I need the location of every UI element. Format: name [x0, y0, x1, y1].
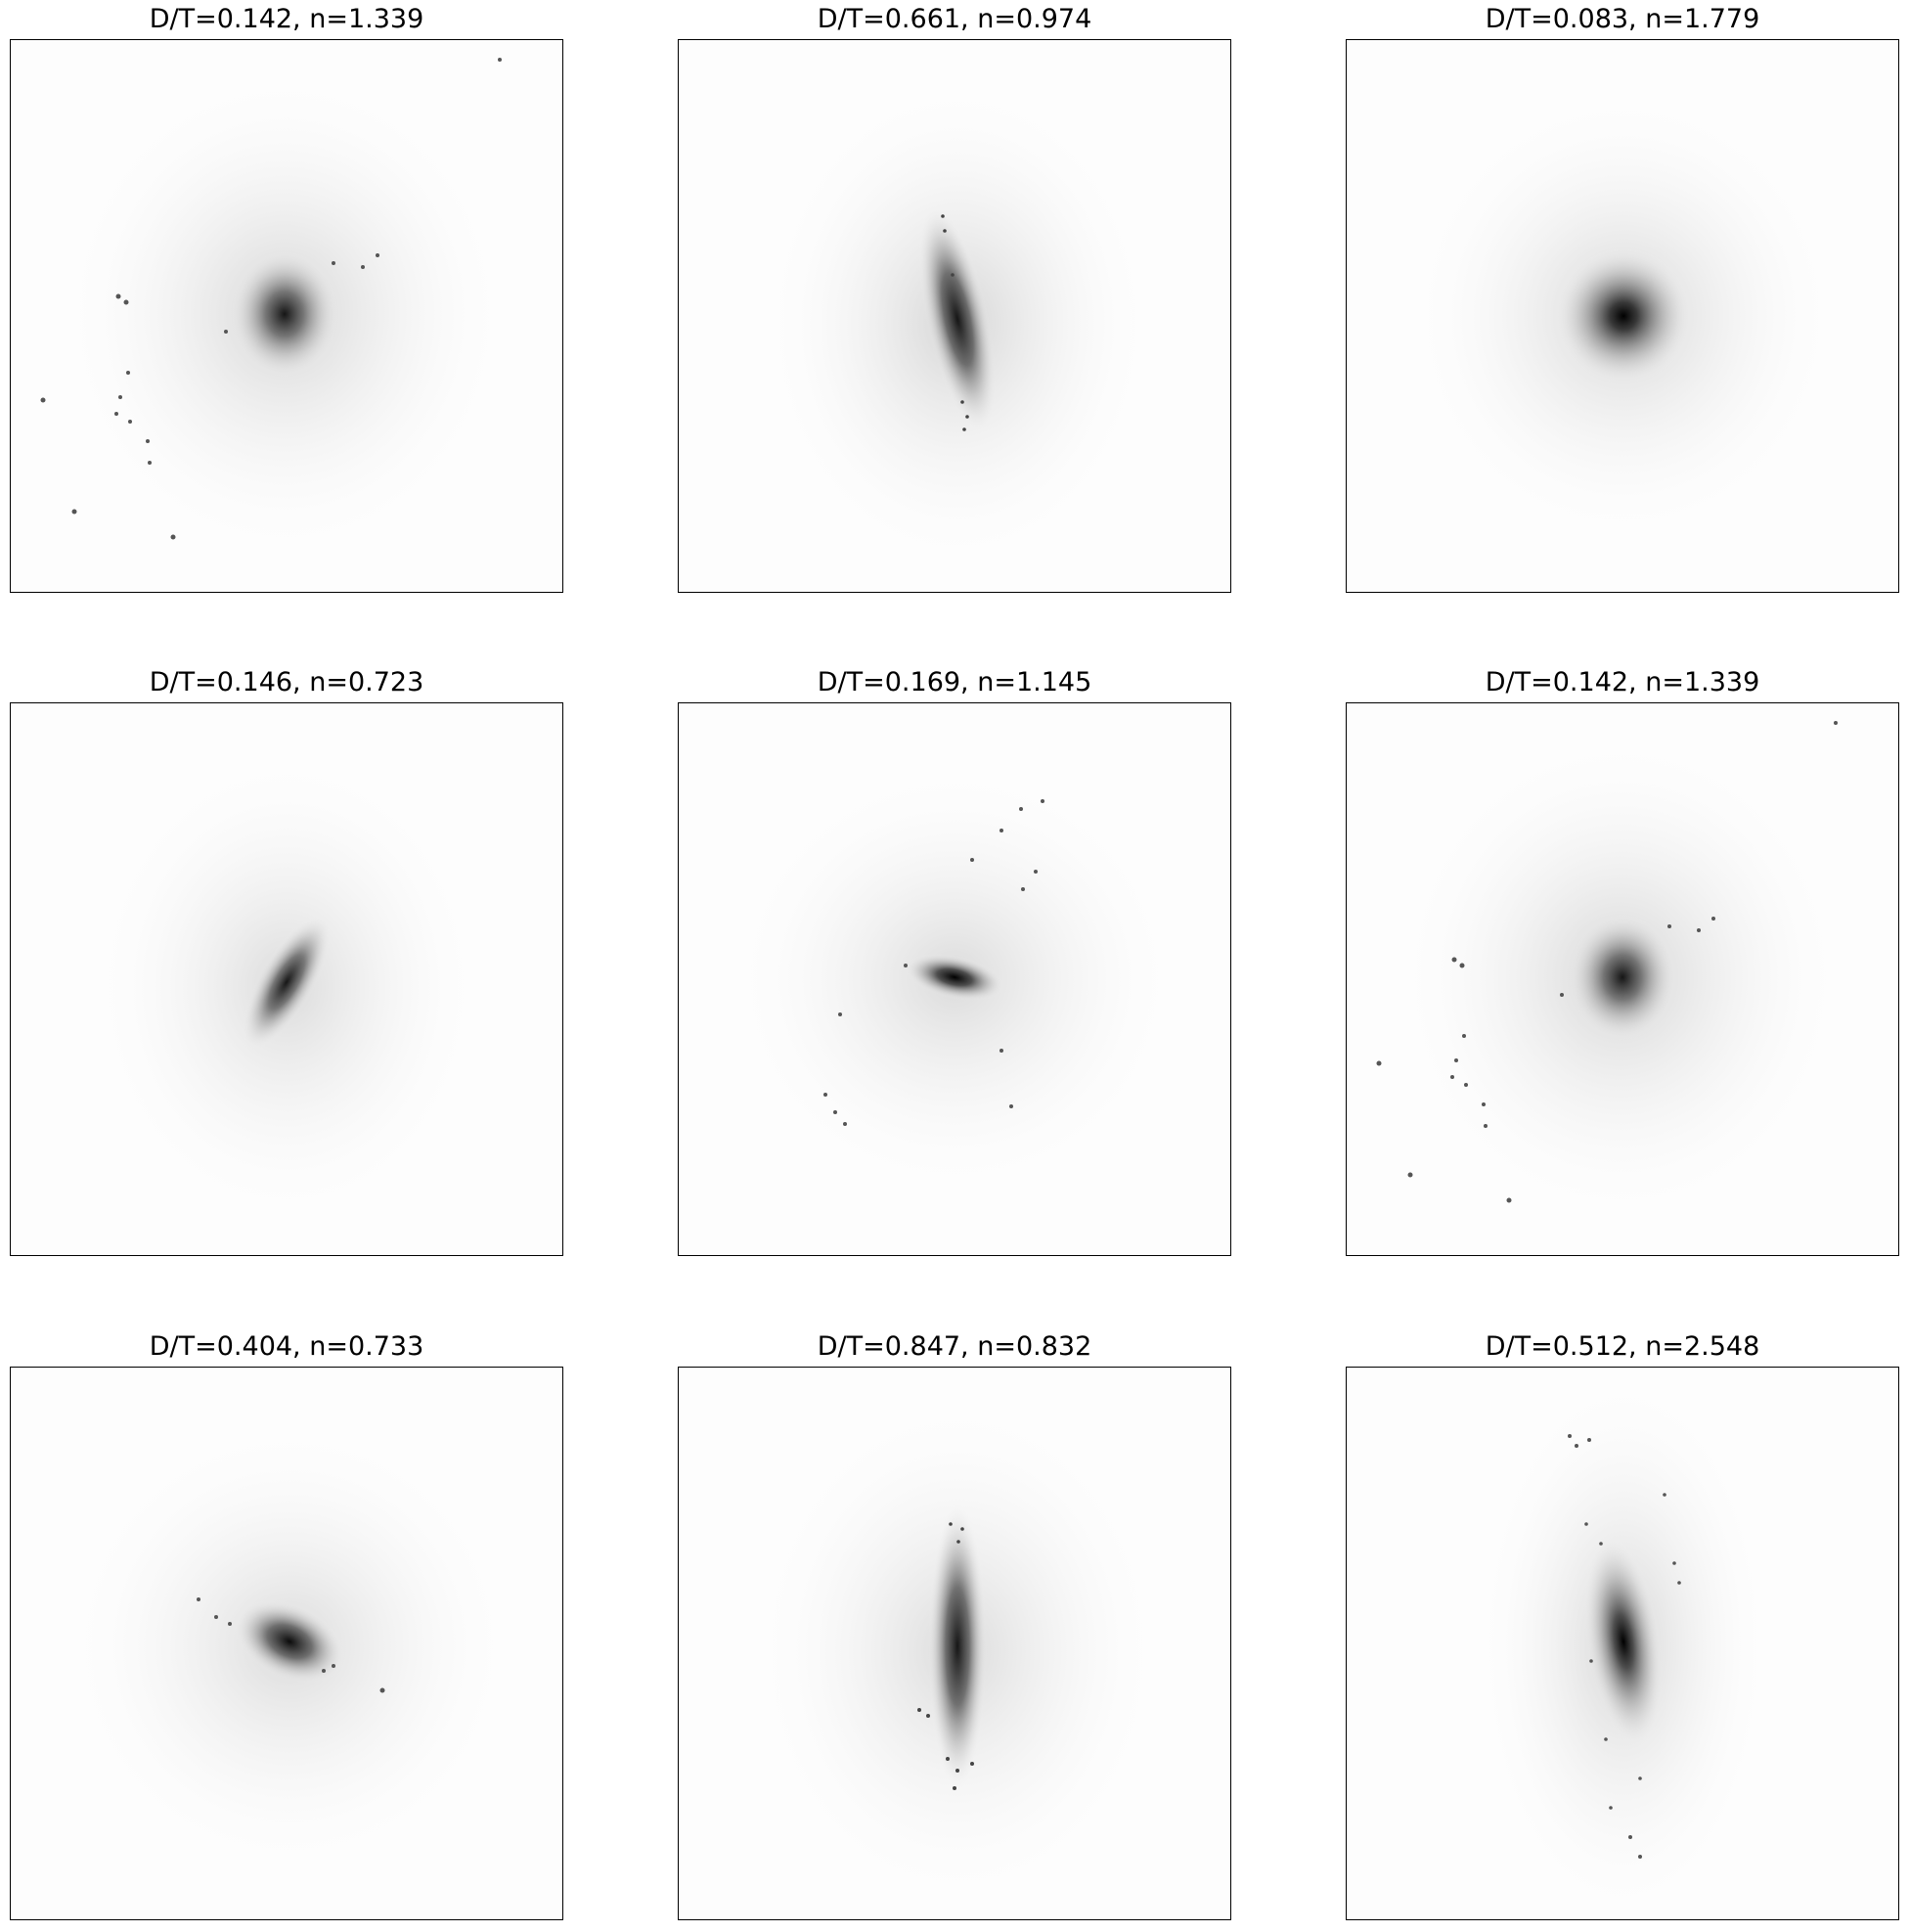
- galaxy-panel-8: D/T=0.847, n=0.832: [678, 1327, 1231, 1920]
- galaxy-panel-4: D/T=0.146, n=0.723: [10, 663, 563, 1256]
- galaxy-image: [678, 1367, 1231, 1920]
- galaxy-panel-1: D/T=0.142, n=1.339: [10, 0, 563, 593]
- panel-title: D/T=0.142, n=1.339: [149, 4, 424, 34]
- galaxy-panel-9: D/T=0.512, n=2.548: [1346, 1327, 1899, 1920]
- galaxy-image: [1346, 702, 1899, 1256]
- galaxy-image: [1346, 39, 1899, 593]
- galaxy-image: [10, 702, 563, 1256]
- galaxy-panel-3: D/T=0.083, n=1.779: [1346, 0, 1899, 593]
- galaxy-image: [1346, 1367, 1899, 1920]
- galaxy-image: [678, 702, 1231, 1256]
- galaxy-image: [10, 1367, 563, 1920]
- panel-title: D/T=0.169, n=1.145: [817, 667, 1092, 697]
- galaxy-panel-5: D/T=0.169, n=1.145: [678, 663, 1231, 1256]
- galaxy-panel-2: D/T=0.661, n=0.974: [678, 0, 1231, 593]
- galaxy-image: [10, 39, 563, 593]
- galaxy-panel-6: D/T=0.142, n=1.339: [1346, 663, 1899, 1256]
- panel-title: D/T=0.404, n=0.733: [149, 1331, 424, 1362]
- panel-title: D/T=0.661, n=0.974: [817, 4, 1092, 34]
- galaxy-panel-7: D/T=0.404, n=0.733: [10, 1327, 563, 1920]
- panel-title: D/T=0.146, n=0.723: [149, 667, 424, 697]
- panel-title: D/T=0.142, n=1.339: [1485, 667, 1760, 697]
- panel-title: D/T=0.512, n=2.548: [1485, 1331, 1760, 1362]
- panel-title: D/T=0.083, n=1.779: [1485, 4, 1760, 34]
- panel-title: D/T=0.847, n=0.832: [817, 1331, 1092, 1362]
- galaxy-image: [678, 39, 1231, 593]
